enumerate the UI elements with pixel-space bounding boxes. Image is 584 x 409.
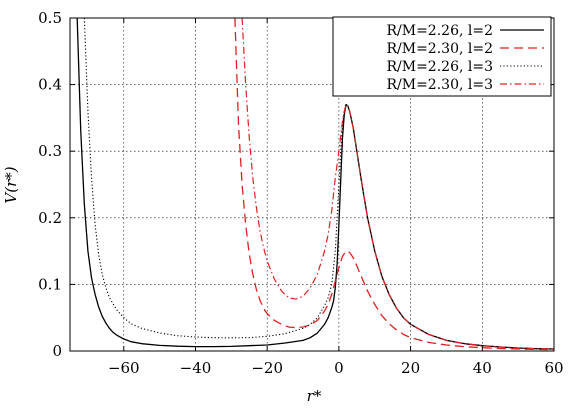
x-tick-label: −40: [180, 359, 212, 377]
y-tick-label: 0.1: [38, 275, 62, 293]
x-tick-label: 20: [401, 359, 420, 377]
legend-label: R/M=2.26, l=3: [386, 59, 493, 75]
x-tick-label: −60: [108, 359, 140, 377]
series-line-4: [241, 18, 554, 350]
series-line-2: [234, 18, 554, 351]
series-lines: [76, 18, 554, 351]
legend-label: R/M=2.30, l=2: [386, 41, 493, 57]
y-tick-label: 0: [52, 342, 62, 360]
y-tick-label: 0.3: [38, 142, 62, 160]
x-tick-label: −20: [251, 359, 283, 377]
x-axis-label: r*: [307, 387, 322, 405]
legend-label: R/M=2.26, l=2: [386, 23, 493, 39]
legend-label: R/M=2.30, l=3: [386, 77, 493, 93]
legend: R/M=2.26, l=2 R/M=2.30, l=2 R/M=2.26, l=3 R…: [332, 16, 552, 97]
x-tick-label: 40: [473, 359, 492, 377]
x-tick-label: 0: [334, 359, 344, 377]
y-tick-label: 0.4: [38, 76, 62, 94]
y-tick-label: 0.2: [38, 209, 62, 227]
plot-frame: [69, 17, 555, 352]
tick-labels: −60 −40 −20 0 20 40 60 0 0.1 0.2 0.3 0.4 0.5: [38, 9, 563, 377]
x-tick-label: 60: [544, 359, 563, 377]
series-line-3: [83, 18, 554, 350]
y-axis-label: V(r*): [2, 166, 20, 203]
y-tick-label: 0.5: [38, 9, 62, 27]
